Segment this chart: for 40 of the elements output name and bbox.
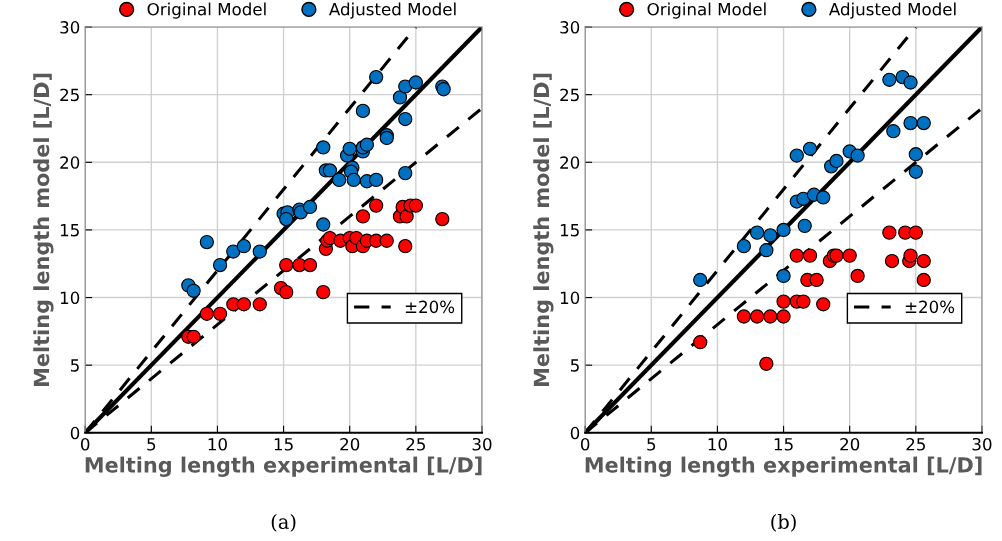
- x-tick-label: 20: [840, 437, 860, 451]
- y-tick-label: 10: [560, 291, 580, 305]
- x-tick-label: 5: [647, 438, 656, 451]
- y-tick-label: 25: [60, 88, 79, 102]
- legend-label: Original Model: [147, 2, 266, 19]
- x-tick-label: 5: [147, 438, 156, 451]
- legend-label: ±20%: [405, 300, 455, 314]
- x-axis-title: Melting length experimental [L/D]: [85, 456, 482, 477]
- y-tick-label: 0: [70, 426, 80, 440]
- legend-label: ±20%: [905, 300, 955, 314]
- y-tick-label: 20: [60, 156, 80, 169]
- y-axis-title: Melting length model [L/D]: [33, 73, 54, 386]
- y-tick-label: 25: [560, 88, 579, 102]
- y-tick-label: 30: [60, 21, 80, 34]
- legend-label: Adjusted Model: [828, 2, 956, 19]
- x-tick-label: 0: [580, 437, 590, 451]
- y-tick-label: 0: [570, 426, 580, 440]
- legend-label: Adjusted Model: [329, 2, 456, 19]
- x-tick-label: 15: [774, 438, 793, 451]
- legend-label: Original Model: [647, 2, 766, 19]
- y-tick-label: 10: [60, 291, 80, 305]
- y-tick-label: 15: [60, 224, 79, 237]
- text: (b): [771, 513, 796, 532]
- y-tick-label: 20: [560, 156, 580, 169]
- x-axis-title: Melting length experimental [L/D]: [585, 456, 982, 477]
- y-tick-label: 30: [560, 21, 580, 34]
- x-tick-label: 30: [972, 437, 992, 451]
- x-tick-label: 10: [708, 437, 727, 451]
- x-tick-label: 0: [80, 437, 90, 451]
- text: (a): [271, 513, 296, 532]
- x-tick-label: 15: [274, 438, 293, 451]
- x-tick-label: 30: [472, 437, 492, 451]
- y-axis-title: Melting length model [L/D]: [533, 73, 554, 386]
- x-tick-label: 20: [340, 437, 360, 451]
- x-tick-label: 25: [906, 437, 925, 451]
- y-tick-label: 5: [70, 359, 79, 372]
- x-tick-label: 10: [208, 437, 227, 451]
- x-tick-label: 25: [406, 437, 425, 451]
- y-tick-label: 15: [560, 224, 579, 237]
- y-tick-label: 5: [570, 359, 579, 372]
